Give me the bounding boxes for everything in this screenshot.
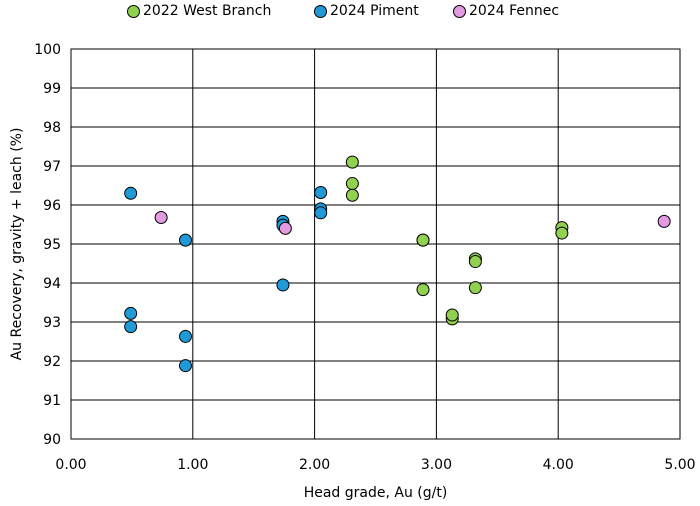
- y-tick-label: 95: [43, 237, 61, 253]
- data-point-series-0: [468, 255, 482, 269]
- data-point-series-1: [178, 359, 192, 373]
- y-tick-label: 91: [43, 393, 61, 409]
- legend-item-fennec: 2024 Fennec: [453, 3, 559, 19]
- data-point-series-2: [278, 221, 292, 235]
- y-axis-title: Au Recovery, gravity + leach (%): [9, 128, 25, 361]
- legend-label-fennec: 2024 Fennec: [469, 3, 560, 19]
- x-tick-label: 0.00: [55, 457, 86, 473]
- data-points: [124, 155, 671, 373]
- legend-marker-west-branch: [127, 4, 140, 18]
- data-point-series-1: [314, 186, 328, 200]
- data-point-series-0: [445, 308, 459, 322]
- data-point-series-1: [124, 306, 138, 320]
- data-point-series-1: [276, 278, 290, 292]
- tick-labels: 90 91 92 93 94 95 96 97 98 99 100 0.00 1.00 2.00 3.00 4…: [34, 42, 695, 473]
- y-tick-label: 98: [43, 120, 61, 136]
- legend-label-west-branch: 2022 West Branch: [143, 3, 272, 19]
- data-point-series-1: [124, 186, 138, 200]
- data-point-series-2: [154, 210, 168, 224]
- x-tick-label: 4.00: [543, 457, 574, 473]
- data-point-series-0: [416, 283, 430, 297]
- legend: 2022 West Branch 2024 Piment 2024 Fennec: [0, 3, 700, 23]
- y-tick-label: 93: [43, 315, 61, 331]
- y-tick-label: 90: [43, 432, 61, 448]
- legend-item-west-branch: 2022 West Branch: [127, 3, 271, 19]
- data-point-series-1: [178, 233, 192, 247]
- data-point-series-0: [468, 281, 482, 295]
- x-tick-label: 1.00: [177, 457, 208, 473]
- y-tick-label: 96: [43, 198, 61, 214]
- x-tick-label: 5.00: [664, 457, 695, 473]
- data-point-series-0: [345, 155, 359, 169]
- x-tick-label: 2.00: [299, 457, 330, 473]
- data-point-series-2: [657, 214, 671, 228]
- data-point-series-1: [314, 206, 328, 220]
- y-tick-label: 94: [43, 276, 61, 292]
- data-point-series-1: [124, 320, 138, 334]
- x-axis-title: Head grade, Au (g/t): [304, 485, 448, 501]
- grid-lines: [70, 48, 681, 440]
- data-point-series-0: [345, 188, 359, 202]
- y-tick-label: 97: [43, 159, 61, 175]
- y-tick-label: 92: [43, 354, 61, 370]
- data-point-series-0: [416, 233, 430, 247]
- data-point-series-1: [178, 329, 192, 343]
- plot-frame: [70, 48, 681, 440]
- y-tick-label: 100: [34, 42, 61, 58]
- legend-label-piment: 2024 Piment: [330, 3, 419, 19]
- legend-marker-piment: [314, 4, 327, 18]
- data-point-series-0: [555, 226, 569, 240]
- legend-item-piment: 2024 Piment: [314, 3, 419, 19]
- x-tick-label: 3.00: [421, 457, 452, 473]
- y-tick-label: 99: [43, 81, 61, 97]
- legend-marker-fennec: [453, 4, 466, 18]
- data-point-series-0: [345, 177, 359, 191]
